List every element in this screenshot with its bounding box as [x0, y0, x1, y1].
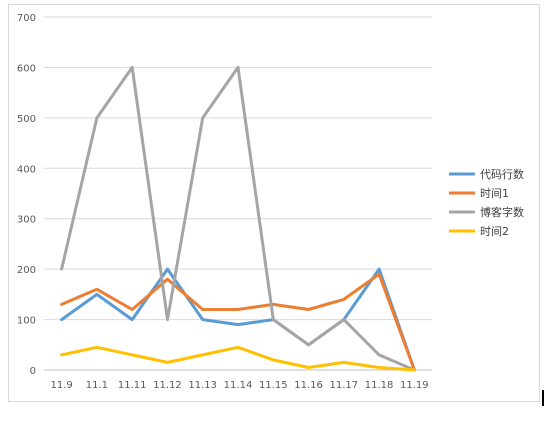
x-tick-label: 11.12	[153, 380, 182, 391]
y-tick-label: 300	[17, 215, 36, 226]
legend-label: 时间2	[480, 225, 509, 238]
x-tick-label: 11.16	[294, 380, 323, 391]
y-tick-label: 400	[17, 164, 36, 175]
x-tick-label: 11.13	[188, 380, 217, 391]
y-tick-label: 700	[17, 13, 36, 24]
x-tick-label: 11.9	[51, 380, 73, 391]
series-line-0	[60, 267, 416, 372]
x-tick-label: 11.18	[365, 380, 394, 391]
legend-label: 时间1	[480, 187, 509, 200]
series-line-3	[60, 345, 416, 372]
x-tick-label: 11.15	[259, 380, 288, 391]
x-tick-label: 11.1	[86, 380, 108, 391]
gridlines	[44, 16, 432, 371]
y-tick-label: 500	[17, 114, 36, 125]
text-cursor	[542, 390, 544, 406]
y-tick-label: 200	[17, 265, 36, 276]
series-line-1	[60, 272, 416, 372]
y-tick-label: 100	[17, 316, 36, 327]
x-tick-label: 11.17	[329, 380, 358, 391]
y-tick-label: 600	[17, 63, 36, 74]
x-tick-label: 11.14	[224, 380, 253, 391]
x-axis-ticks: 11.9 11.1 11.11 11.12 11.13 11.14 11.15 11.16 11…	[51, 380, 429, 391]
legend-label: 代码行数	[480, 168, 524, 181]
series-line-2	[60, 65, 416, 372]
y-axis-ticks: 0 100 200 300 400 500 600 700	[17, 13, 36, 377]
x-tick-label: 11.19	[400, 380, 429, 391]
series-lines	[60, 65, 416, 372]
x-tick-label: 11.11	[118, 380, 147, 391]
legend-label: 博客字数	[480, 205, 524, 219]
chart-frame	[8, 4, 540, 402]
y-tick-label: 0	[30, 366, 36, 377]
